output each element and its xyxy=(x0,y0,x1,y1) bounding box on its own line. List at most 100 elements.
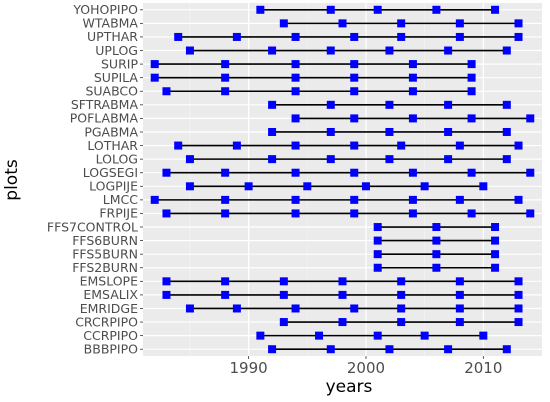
data-point xyxy=(221,277,230,286)
data-point xyxy=(350,114,359,123)
y-tick-label: FFS6BURN xyxy=(72,233,138,248)
data-point xyxy=(350,304,359,313)
data-point xyxy=(256,331,265,340)
data-point xyxy=(479,331,488,340)
y-tick-label: LOTHAR xyxy=(87,138,138,153)
plot-row-frpije xyxy=(162,209,535,218)
x-tick-label: 2010 xyxy=(464,359,502,377)
data-point xyxy=(350,73,359,82)
data-point xyxy=(291,141,300,150)
y-tick-label: EMRIDGE xyxy=(80,301,138,316)
data-point xyxy=(432,223,441,232)
data-point xyxy=(279,277,288,286)
y-axis-title: plots xyxy=(2,159,22,201)
plot-row-yohopipo xyxy=(256,5,500,14)
data-point xyxy=(455,19,464,28)
data-point xyxy=(420,331,429,340)
y-tick-label: CRCRPIPO xyxy=(75,314,138,329)
data-point xyxy=(350,168,359,177)
data-point xyxy=(432,250,441,259)
data-point xyxy=(373,5,382,14)
data-point xyxy=(291,304,300,313)
data-point xyxy=(373,236,382,245)
data-point xyxy=(232,32,241,41)
data-point xyxy=(514,304,523,313)
series-layer xyxy=(150,5,535,354)
data-point xyxy=(291,114,300,123)
data-point xyxy=(373,223,382,232)
plot-row-lolog xyxy=(185,155,511,164)
data-point xyxy=(420,182,429,191)
data-point xyxy=(467,87,476,96)
data-point xyxy=(221,168,230,177)
data-point xyxy=(268,345,277,354)
data-point xyxy=(385,155,394,164)
data-point xyxy=(408,73,417,82)
data-point xyxy=(444,155,453,164)
data-point xyxy=(502,155,511,164)
data-point xyxy=(514,277,523,286)
data-point xyxy=(455,290,464,299)
data-point xyxy=(444,127,453,136)
y-tick-label: FRPIJE xyxy=(99,206,138,221)
data-point xyxy=(174,141,183,150)
data-point xyxy=(502,46,511,55)
data-point xyxy=(326,100,335,109)
plot-row-logpije xyxy=(185,182,488,191)
data-point xyxy=(455,141,464,150)
data-point xyxy=(268,46,277,55)
data-point xyxy=(326,5,335,14)
y-axis: YOHOPIPOWTABMAUPTHARUPLOGSURIPSUPILASUAB… xyxy=(47,2,143,357)
plot-row-upthar xyxy=(174,32,523,41)
data-point xyxy=(467,73,476,82)
data-point xyxy=(385,345,394,354)
data-point xyxy=(491,236,500,245)
data-point xyxy=(408,87,417,96)
data-point xyxy=(514,195,523,204)
data-point xyxy=(514,19,523,28)
data-point xyxy=(514,32,523,41)
data-point xyxy=(467,209,476,218)
data-point xyxy=(514,141,523,150)
plot-row-crcrpipo xyxy=(279,318,523,327)
data-point xyxy=(455,32,464,41)
x-tick-label: 1990 xyxy=(230,359,268,377)
data-point xyxy=(232,141,241,150)
data-point xyxy=(326,127,335,136)
data-point xyxy=(326,46,335,55)
y-tick-label: LMCC xyxy=(103,192,138,207)
data-point xyxy=(221,60,230,69)
data-point xyxy=(408,60,417,69)
data-point xyxy=(291,73,300,82)
y-tick-label: EMSALIX xyxy=(83,287,138,302)
data-point xyxy=(162,290,171,299)
data-point xyxy=(385,100,394,109)
data-point xyxy=(338,19,347,28)
data-point xyxy=(350,209,359,218)
data-point xyxy=(526,209,535,218)
data-point xyxy=(397,19,406,28)
plot-row-uplog xyxy=(185,46,511,55)
data-point xyxy=(408,168,417,177)
data-point xyxy=(432,5,441,14)
data-point xyxy=(514,290,523,299)
data-point xyxy=(150,195,159,204)
data-point xyxy=(350,141,359,150)
data-point xyxy=(338,318,347,327)
data-point xyxy=(373,331,382,340)
data-point xyxy=(279,290,288,299)
data-point xyxy=(432,236,441,245)
plot-row-supila xyxy=(150,73,476,82)
data-point xyxy=(408,209,417,218)
y-tick-label: PGABMA xyxy=(84,124,138,139)
plot-row-ccrpipo xyxy=(256,331,488,340)
y-tick-label: UPLOG xyxy=(95,43,138,58)
data-point xyxy=(397,318,406,327)
data-point xyxy=(350,195,359,204)
data-point xyxy=(326,345,335,354)
data-point xyxy=(444,46,453,55)
data-point xyxy=(279,19,288,28)
data-point xyxy=(150,73,159,82)
data-point xyxy=(491,5,500,14)
plot-row-lothar xyxy=(174,141,523,150)
